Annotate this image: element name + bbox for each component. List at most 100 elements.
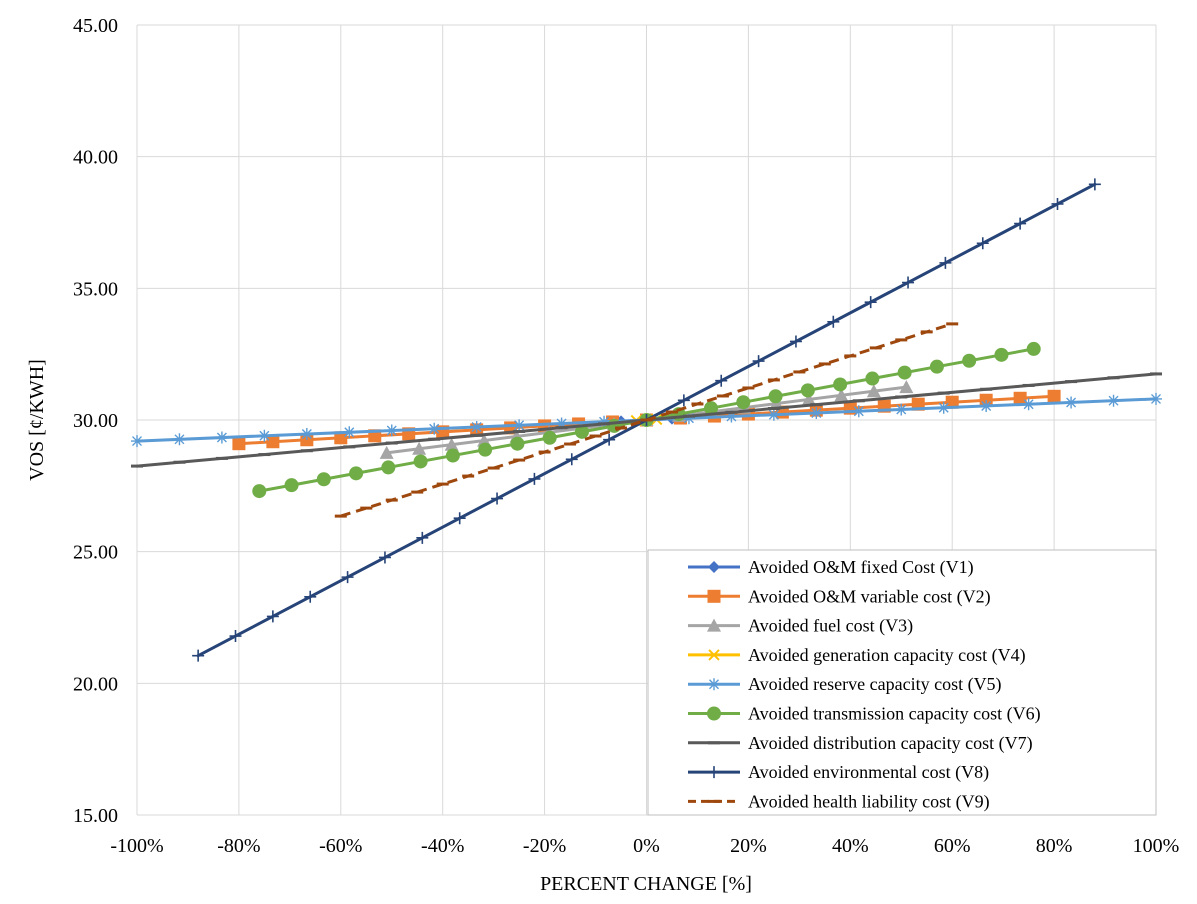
data-point xyxy=(266,610,279,623)
data-point xyxy=(416,531,429,544)
data-point xyxy=(491,492,504,505)
data-point xyxy=(513,419,526,432)
y-tick-label: 20.00 xyxy=(73,673,118,695)
data-point xyxy=(929,359,944,374)
legend-item: Avoided reserve capacity cost (V5) xyxy=(688,674,1002,695)
data-point xyxy=(1026,341,1041,356)
y-tick-label: 30.00 xyxy=(73,410,118,432)
data-point xyxy=(1014,217,1027,230)
data-point xyxy=(385,424,398,437)
data-point xyxy=(677,394,690,407)
x-tick-label: 100% xyxy=(1133,835,1180,857)
data-point xyxy=(379,445,394,459)
data-point xyxy=(555,417,568,430)
data-point xyxy=(266,435,280,449)
data-point xyxy=(939,256,952,269)
data-point xyxy=(897,365,912,380)
legend-label: Avoided O&M variable cost (V2) xyxy=(748,586,991,607)
legend-label: Avoided environmental cost (V8) xyxy=(748,762,989,783)
data-point xyxy=(895,403,908,416)
data-point xyxy=(131,435,143,448)
data-point xyxy=(1047,389,1061,403)
data-point xyxy=(316,472,331,487)
data-point xyxy=(444,437,459,451)
data-point xyxy=(453,512,466,525)
data-point xyxy=(852,405,865,418)
data-point xyxy=(994,347,1009,362)
data-point xyxy=(827,315,840,328)
x-tick-label: -20% xyxy=(523,835,566,857)
data-point xyxy=(229,630,242,643)
x-tick-label: 80% xyxy=(1036,835,1073,857)
data-point xyxy=(215,431,228,444)
legend-marker xyxy=(707,706,721,721)
data-point xyxy=(682,412,695,425)
data-point xyxy=(865,371,880,386)
legend-label: Avoided fuel cost (V3) xyxy=(748,616,913,637)
data-point xyxy=(598,415,611,428)
data-point xyxy=(1107,394,1120,407)
data-point xyxy=(864,296,877,309)
x-tick-label: 20% xyxy=(730,835,767,857)
data-point xyxy=(945,395,959,409)
legend: Avoided O&M fixed Cost (V1) Avoided O&M v… xyxy=(647,549,1157,816)
legend-marker xyxy=(708,766,720,779)
data-point xyxy=(565,453,578,466)
series-layer xyxy=(131,178,1162,662)
data-point xyxy=(834,388,849,402)
legend-label: Avoided distribution capacity cost (V7) xyxy=(748,733,1033,754)
data-point xyxy=(510,436,525,451)
data-point xyxy=(962,353,977,368)
x-tick-label: -60% xyxy=(319,835,362,857)
series-v9 xyxy=(334,322,959,518)
data-point xyxy=(528,472,541,485)
data-point xyxy=(343,426,356,439)
data-point xyxy=(902,276,915,289)
data-point xyxy=(378,551,391,564)
data-point xyxy=(736,395,751,410)
data-point xyxy=(937,401,950,414)
data-point xyxy=(810,406,823,419)
x-tick-label: 40% xyxy=(832,835,869,857)
data-point xyxy=(252,484,267,499)
y-tick-label: 40.00 xyxy=(73,147,118,169)
data-point xyxy=(980,399,993,412)
legend-label: Avoided generation capacity cost (V4) xyxy=(748,645,1026,666)
data-point xyxy=(715,374,728,387)
data-point xyxy=(574,424,589,439)
y-tick-label: 35.00 xyxy=(73,278,118,300)
x-tick-label: -80% xyxy=(217,835,260,857)
data-point xyxy=(258,429,271,442)
y-axis-title: VOS [¢/KWH] xyxy=(26,359,48,481)
legend-item: Avoided O&M fixed Cost (V1) xyxy=(688,557,974,578)
legend-marker xyxy=(708,649,720,661)
data-point xyxy=(470,421,483,434)
data-point xyxy=(976,237,989,250)
data-point xyxy=(192,649,205,662)
x-tick-label: -40% xyxy=(421,835,464,857)
y-tick-label: 45.00 xyxy=(73,15,118,37)
legend-item: Avoided transmission capacity cost (V6) xyxy=(688,704,1041,725)
data-point xyxy=(334,431,348,445)
data-point xyxy=(704,401,719,416)
y-tick-label: 25.00 xyxy=(73,542,118,564)
data-point xyxy=(789,335,802,348)
x-tick-label: 0% xyxy=(633,835,660,857)
data-point xyxy=(232,437,246,451)
data-point xyxy=(1088,178,1101,191)
data-point xyxy=(445,448,460,463)
legend-label: Avoided reserve capacity cost (V5) xyxy=(748,674,1002,695)
data-point xyxy=(412,441,427,455)
data-point xyxy=(725,410,738,423)
x-axis-ticks: -100% -80% -60% -40% -20% 0% 20% 40% 60% 80% 100% xyxy=(110,835,1179,857)
legend-marker xyxy=(708,678,720,691)
legend-item: Avoided generation capacity cost (V4) xyxy=(688,645,1026,666)
y-tick-label: 15.00 xyxy=(73,805,118,827)
legend-marker xyxy=(708,561,720,573)
legend-item: Avoided environmental cost (V8) xyxy=(688,762,989,783)
data-point xyxy=(300,428,313,441)
data-point xyxy=(413,454,428,469)
legend-label: Avoided transmission capacity cost (V6) xyxy=(748,704,1041,725)
